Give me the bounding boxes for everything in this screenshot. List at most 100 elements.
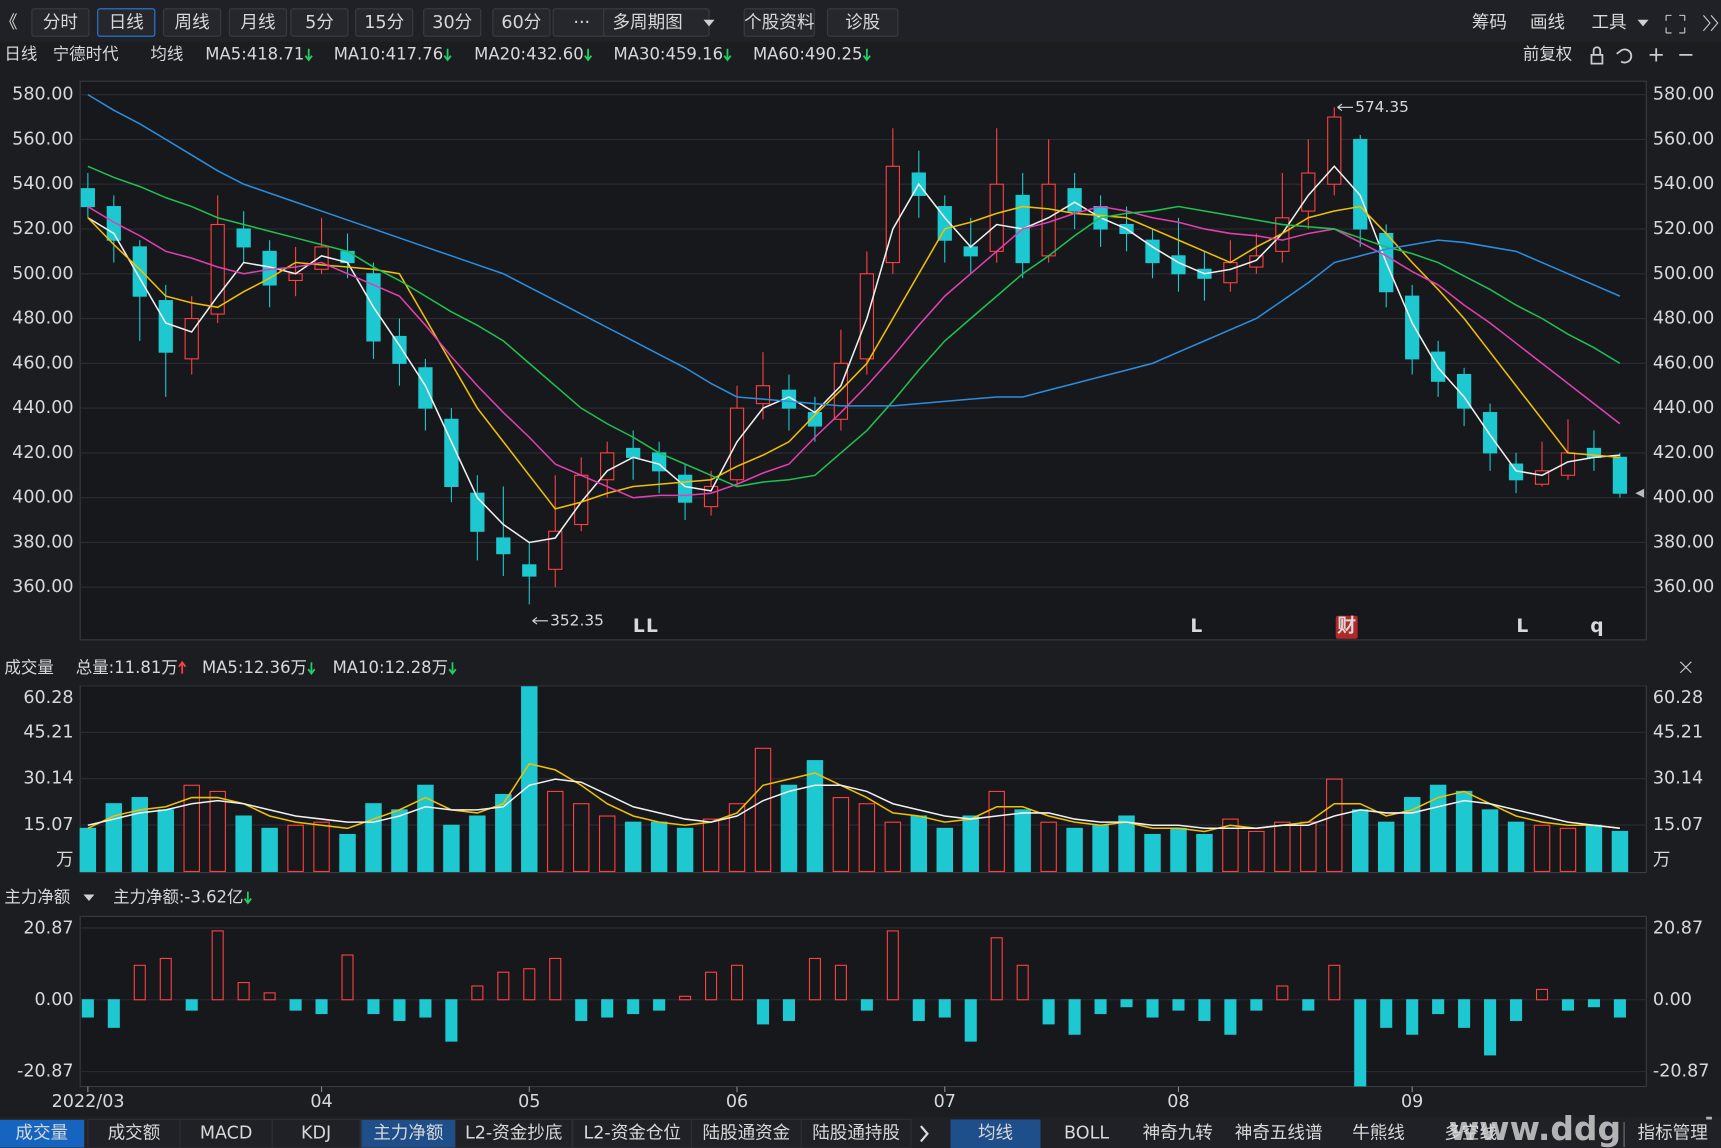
volume-title: 成交量 bbox=[4, 658, 53, 677]
tab-label[interactable]: L2-资金仓位 bbox=[583, 1124, 680, 1144]
tab-label[interactable]: 神奇九转 bbox=[1143, 1124, 1213, 1144]
toolbar-button[interactable] bbox=[163, 8, 222, 37]
toolbar-label[interactable]: 周线 bbox=[175, 13, 210, 33]
toolbar-label[interactable]: 60分 bbox=[501, 13, 541, 33]
flow-bar bbox=[1535, 988, 1549, 1001]
tab-label[interactable]: 神奇五线谱 bbox=[1235, 1124, 1323, 1144]
toolbar-label[interactable]: 分时 bbox=[43, 13, 78, 33]
y-tick-label-right: 60.28 bbox=[1653, 688, 1703, 708]
y-tick-label-right: 360.00 bbox=[1653, 577, 1714, 597]
y-tick-label-right: 460.00 bbox=[1653, 353, 1714, 373]
tab-label[interactable]: 均线 bbox=[978, 1124, 1013, 1144]
volume-bar bbox=[884, 821, 902, 872]
tab-label[interactable]: KDJ bbox=[301, 1124, 331, 1144]
tab-label[interactable]: 指标管理 bbox=[1638, 1124, 1708, 1144]
toolbar-label[interactable]: 工具 bbox=[1591, 13, 1626, 33]
toolbar-label[interactable]: 画线 bbox=[1530, 13, 1565, 33]
volume-ma10: MA10:12.28万 bbox=[333, 658, 448, 677]
volume-bar bbox=[495, 793, 512, 872]
volume-bar bbox=[365, 803, 382, 872]
toolbar-button[interactable] bbox=[290, 8, 349, 37]
ma-legend: MA5:418.71 bbox=[205, 44, 304, 63]
flow-bar bbox=[575, 999, 588, 1021]
tab[interactable] bbox=[1624, 1119, 1721, 1148]
tab[interactable] bbox=[87, 1118, 181, 1148]
tab[interactable] bbox=[800, 1118, 912, 1148]
tab[interactable] bbox=[360, 1118, 457, 1148]
flow-bar bbox=[523, 968, 536, 1001]
trend-arrow bbox=[448, 662, 457, 676]
toolbar-button[interactable] bbox=[228, 8, 288, 37]
tab[interactable] bbox=[572, 1118, 693, 1148]
toolbar-button[interactable] bbox=[743, 8, 815, 37]
toolbar-label[interactable]: 筹码 bbox=[1472, 13, 1507, 33]
adjust-label[interactable]: 前复权 bbox=[1523, 44, 1572, 63]
volume-bar bbox=[936, 827, 953, 872]
tab-label[interactable]: 陆股通持股 bbox=[812, 1124, 900, 1144]
volume-bar bbox=[209, 790, 226, 872]
candle-body bbox=[1223, 262, 1238, 284]
toolbar-label[interactable]: ··· bbox=[573, 13, 590, 33]
toolbar-button[interactable] bbox=[97, 8, 156, 37]
volume-bar bbox=[469, 815, 486, 872]
tab-label[interactable]: 成交量 bbox=[15, 1124, 68, 1144]
toolbar-label[interactable]: 15分 bbox=[364, 13, 404, 33]
toolbar-button[interactable] bbox=[355, 8, 414, 37]
toolbar-label[interactable]: 《 bbox=[0, 13, 18, 33]
volume-bar bbox=[1559, 827, 1577, 872]
tab-label[interactable]: 多空线 bbox=[1444, 1124, 1497, 1144]
toolbar-label[interactable]: 月线 bbox=[240, 13, 275, 33]
y-tick-label-right: 380.00 bbox=[1653, 532, 1714, 552]
flow-bar bbox=[964, 999, 977, 1042]
toolbar-button[interactable] bbox=[492, 8, 551, 37]
flow-bar bbox=[1016, 964, 1029, 1001]
candle-body bbox=[626, 447, 641, 458]
tab-label[interactable]: 主力净额 bbox=[373, 1124, 444, 1144]
toolbar-label[interactable]: 30分 bbox=[432, 13, 472, 33]
toolbar-button[interactable] bbox=[827, 8, 899, 37]
candle-body bbox=[392, 335, 407, 364]
flow-bar bbox=[912, 999, 925, 1021]
y-tick-label: 360.00 bbox=[12, 577, 73, 597]
y-tick-label: 420.00 bbox=[12, 443, 73, 463]
x-tick-label: 06 bbox=[726, 1092, 748, 1112]
trend-arrow bbox=[304, 48, 313, 62]
flow-bar bbox=[445, 999, 458, 1042]
toolbar-button[interactable] bbox=[423, 8, 482, 37]
collapse-icon bbox=[1702, 15, 1719, 32]
y-tick-label-right: 580.00 bbox=[1653, 85, 1714, 105]
toolbar-label[interactable]: 多周期图 bbox=[612, 13, 682, 33]
flow-bar bbox=[471, 985, 484, 1001]
volume-bar bbox=[1352, 809, 1369, 872]
tab[interactable] bbox=[0, 1118, 86, 1148]
volume-bar bbox=[339, 833, 356, 872]
tab-label[interactable]: BOLL bbox=[1064, 1124, 1109, 1144]
flow-bar bbox=[1276, 985, 1289, 1001]
volume-bar bbox=[1248, 830, 1265, 872]
flow-title[interactable]: 主力净额 bbox=[4, 887, 70, 906]
y-tick-label: 560.00 bbox=[12, 129, 73, 149]
tab-label[interactable]: 牛熊线 bbox=[1352, 1124, 1405, 1144]
volume-bar bbox=[1170, 827, 1187, 872]
toolbar-label[interactable]: 5分 bbox=[305, 13, 334, 33]
tab-label[interactable]: 成交额 bbox=[108, 1124, 161, 1144]
tab[interactable] bbox=[690, 1118, 802, 1148]
toolbar-button[interactable] bbox=[31, 8, 90, 37]
flow-bar bbox=[1354, 999, 1367, 1087]
trend-arrow bbox=[584, 48, 593, 62]
tab[interactable] bbox=[271, 1118, 361, 1148]
candle-body bbox=[522, 564, 537, 577]
volume-bar bbox=[988, 790, 1005, 872]
toolbar-label[interactable]: 个股资料 bbox=[744, 13, 814, 33]
indicator-name: 均线 bbox=[150, 44, 183, 63]
flow-bar bbox=[886, 930, 899, 1001]
tab-label[interactable]: L2-资金抄底 bbox=[465, 1124, 562, 1144]
tab-label[interactable]: MACD bbox=[200, 1124, 253, 1144]
tab[interactable] bbox=[454, 1118, 573, 1148]
candle-body bbox=[1353, 138, 1368, 230]
toolbar-label[interactable]: 日线 bbox=[109, 13, 144, 33]
flow-bar bbox=[419, 999, 432, 1018]
tab[interactable] bbox=[950, 1119, 1041, 1148]
toolbar-label[interactable]: 诊股 bbox=[845, 13, 880, 33]
tab-label[interactable]: 陆股通资金 bbox=[702, 1124, 790, 1144]
